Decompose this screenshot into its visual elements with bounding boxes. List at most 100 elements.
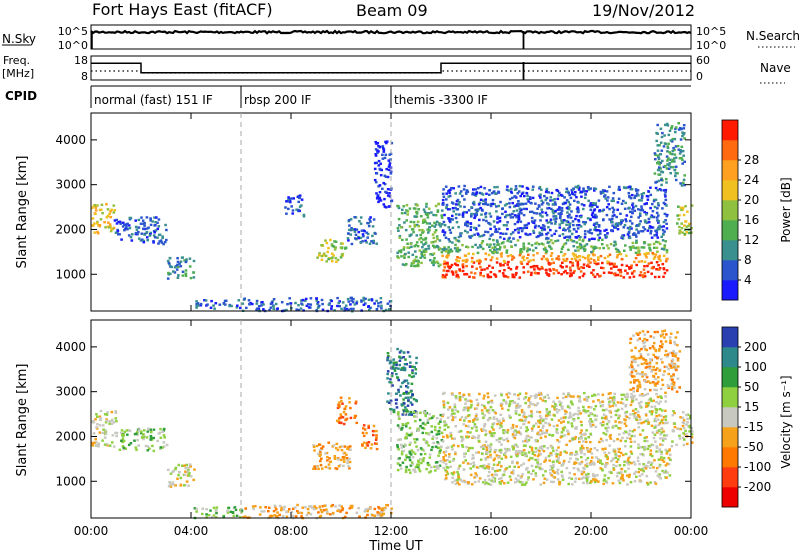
echo-cell: [679, 350, 682, 352]
echo-cell: [485, 458, 488, 460]
echo-cell: [306, 514, 309, 516]
echo-cell: [180, 261, 183, 263]
echo-cell: [403, 351, 406, 353]
colorbar-swatch: [722, 240, 738, 260]
echo-cell: [646, 440, 649, 442]
echo-cell: [548, 422, 551, 424]
echo-cell: [341, 254, 344, 256]
echo-cell: [582, 275, 585, 277]
echo-cell: [152, 437, 155, 439]
echo-cell: [442, 456, 445, 458]
echo-cell: [683, 127, 686, 129]
colorbar-tick-label: 8: [744, 253, 752, 267]
echo-cell: [133, 440, 136, 442]
echo-cell: [623, 276, 626, 278]
echo-cell: [400, 226, 403, 228]
echo-cell: [300, 515, 303, 517]
echo-cell: [617, 417, 620, 419]
echo-cell: [336, 510, 339, 512]
echo-cell: [343, 423, 346, 425]
echo-cell: [535, 466, 538, 468]
echo-cell: [195, 300, 198, 302]
echo-cell: [410, 265, 413, 267]
echo-cell: [456, 221, 459, 223]
echo-cell: [540, 209, 543, 211]
echo-cell: [458, 392, 461, 394]
echo-cell: [662, 233, 665, 235]
echo-cell: [411, 376, 414, 378]
echo-cell: [445, 186, 448, 188]
echo-cell: [422, 422, 425, 424]
echo-cell: [625, 425, 628, 427]
echo-cell: [397, 205, 400, 207]
echo-cell: [295, 515, 298, 517]
echo-cell: [384, 175, 387, 177]
echo-cell: [534, 459, 537, 461]
echo-cell: [451, 437, 454, 439]
freq-strip: Freq. [MHz] 18 8 60 0 Nave: [2, 54, 791, 83]
echo-cell: [507, 255, 510, 257]
echo-cell: [644, 219, 647, 221]
echo-cell: [482, 417, 485, 419]
echo-cell: [436, 261, 439, 263]
echo-cell: [514, 223, 517, 225]
echo-cell: [423, 208, 426, 210]
echo-cell: [669, 340, 672, 342]
echo-cell: [650, 194, 653, 196]
echo-cell: [459, 399, 462, 401]
echo-cell: [552, 242, 555, 244]
echo-cell: [488, 412, 491, 414]
echo-cell: [600, 267, 603, 269]
echo-cell: [640, 271, 643, 273]
echo-cell: [496, 257, 499, 259]
echo-cell: [128, 234, 131, 236]
echo-cell: [619, 213, 622, 215]
echo-cell: [486, 267, 489, 269]
echo-cell: [438, 430, 441, 432]
echo-cell: [520, 248, 523, 250]
echo-cell: [496, 248, 499, 250]
echo-cell: [341, 449, 344, 451]
echo-cell: [325, 260, 328, 262]
echo-cell: [104, 444, 107, 446]
echo-cell: [586, 465, 589, 467]
echo-cell: [520, 477, 523, 479]
echo-cell: [658, 348, 661, 350]
echo-cell: [369, 243, 372, 245]
echo-cell: [122, 434, 125, 436]
echo-cell: [172, 483, 175, 485]
echo-cell: [552, 262, 555, 264]
echo-cell: [145, 445, 148, 447]
echo-cell: [480, 199, 483, 201]
echo-cell: [570, 216, 573, 218]
echo-cell: [404, 412, 407, 414]
echo-cell: [528, 421, 531, 423]
echo-cell: [372, 242, 375, 244]
echo-cell: [413, 438, 416, 440]
echo-cell: [355, 234, 358, 236]
echo-cell: [683, 124, 686, 126]
echo-cell: [225, 300, 228, 302]
cpid-segment-label: normal (fast) 151 IF: [94, 93, 213, 107]
echo-cell: [612, 211, 615, 213]
echo-cell: [501, 407, 504, 409]
echo-cell: [415, 256, 418, 258]
echo-cell: [604, 466, 607, 468]
echo-cell: [380, 307, 383, 309]
echo-cell: [536, 236, 539, 238]
echo-cell: [490, 406, 493, 408]
echo-cell: [565, 452, 568, 454]
echo-cell: [149, 217, 152, 219]
echo-cell: [547, 242, 550, 244]
echo-cell: [634, 210, 637, 212]
echo-cell: [588, 238, 591, 240]
echo-cell: [524, 454, 527, 456]
echo-cell: [585, 429, 588, 431]
echo-cell: [551, 467, 554, 469]
echo-cell: [537, 402, 540, 404]
echo-cell: [457, 476, 460, 478]
echo-cell: [369, 216, 372, 218]
echo-cell: [636, 192, 639, 194]
echo-cell: [119, 221, 122, 223]
echo-cell: [577, 264, 580, 266]
